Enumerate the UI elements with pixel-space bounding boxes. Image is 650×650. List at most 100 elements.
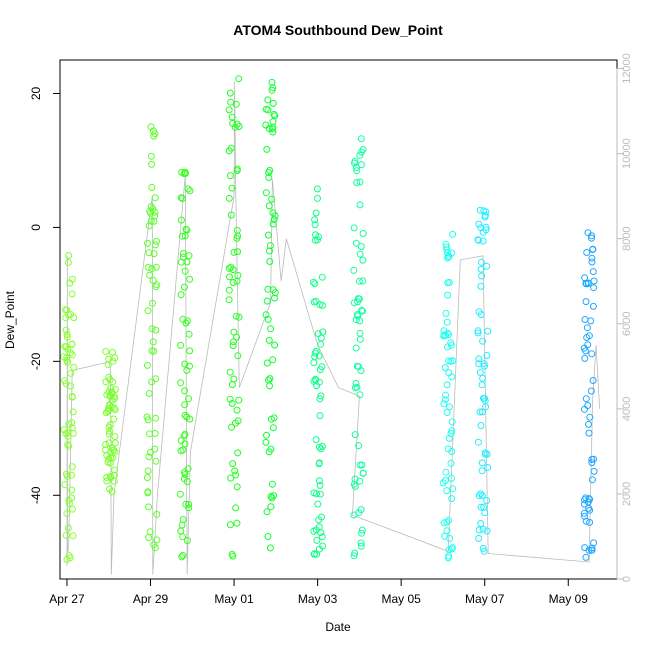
data-point [441, 477, 449, 484]
data-point [440, 400, 448, 408]
data-point [267, 325, 275, 333]
data-point [584, 341, 592, 349]
y-axis: -40 -20 0 20 [29, 86, 61, 504]
points-layer [60, 75, 598, 563]
data-point [310, 278, 317, 286]
data-point [440, 327, 448, 335]
data-point [67, 369, 75, 377]
data-point [315, 477, 323, 485]
data-point [479, 337, 487, 345]
data-point [587, 387, 595, 395]
data-point [153, 281, 161, 289]
data-point [105, 423, 113, 431]
data-point [185, 395, 192, 403]
data-point [107, 384, 115, 392]
data-point [448, 544, 456, 552]
data-point [62, 343, 70, 351]
data-point [264, 285, 272, 293]
data-point [103, 451, 111, 459]
data-point [267, 493, 275, 500]
data-point [588, 459, 596, 467]
data-point [182, 225, 190, 233]
data-point [265, 174, 273, 181]
data-point [229, 119, 237, 127]
data-point [589, 377, 597, 384]
data-point [263, 359, 271, 367]
data-point [442, 391, 450, 399]
data-point [179, 315, 187, 323]
data-point [68, 393, 76, 400]
data-point [60, 426, 68, 434]
data-point [269, 356, 277, 364]
data-point [144, 263, 152, 271]
data-point [232, 471, 240, 479]
data-point [316, 395, 324, 403]
data-point [318, 513, 325, 521]
data-point [589, 302, 597, 310]
data-point [267, 503, 275, 511]
data-point [226, 273, 233, 281]
data-point [481, 394, 488, 402]
data-point [474, 329, 482, 337]
data-point [181, 170, 189, 177]
data-point [147, 152, 155, 160]
data-point [479, 544, 487, 552]
data-point [68, 290, 76, 298]
data-point [354, 295, 362, 303]
data-point [229, 460, 237, 468]
data-point [353, 179, 361, 186]
y2-tick-label: 8000 [621, 226, 633, 250]
data-point [440, 331, 448, 339]
data-point [151, 212, 159, 220]
data-point [588, 258, 596, 266]
data-point [176, 490, 184, 498]
data-point [227, 211, 235, 219]
data-point [234, 449, 242, 457]
data-point [231, 419, 239, 427]
data-point [581, 354, 589, 362]
data-point [589, 268, 597, 276]
data-point [145, 222, 153, 230]
data-point [313, 382, 320, 390]
data-point [316, 412, 324, 420]
data-point [266, 167, 274, 174]
data-point [144, 361, 151, 369]
data-point [225, 106, 233, 114]
data-point [268, 195, 276, 203]
y2-tick-label: 4000 [621, 397, 633, 421]
data-point [150, 217, 158, 225]
data-point [314, 194, 321, 202]
data-point [585, 332, 593, 340]
data-point [226, 395, 234, 403]
x-tick-label: Apr 29 [133, 592, 169, 606]
data-point [318, 533, 326, 541]
data-point [475, 220, 483, 228]
data-point [149, 277, 157, 284]
y-tick-label: -40 [29, 486, 43, 504]
data-point [234, 248, 241, 256]
data-point [229, 342, 237, 350]
data-point [179, 533, 187, 541]
data-point [109, 357, 117, 365]
data-point [443, 409, 451, 416]
data-point [581, 405, 588, 413]
data-point [229, 279, 237, 286]
data-point [475, 308, 483, 316]
data-point [483, 450, 491, 458]
data-point [64, 358, 72, 366]
data-point [263, 431, 270, 439]
data-point [475, 526, 483, 534]
data-point [312, 231, 319, 239]
data-point [475, 534, 483, 542]
data-point [582, 517, 590, 525]
data-point [152, 375, 160, 383]
data-point [478, 381, 486, 389]
data-point [317, 445, 325, 453]
data-point [152, 263, 160, 271]
data-point [177, 379, 185, 387]
data-point [63, 333, 71, 341]
data-point [232, 504, 240, 512]
data-point [313, 536, 321, 544]
data-point [109, 446, 117, 454]
data-point [181, 360, 189, 368]
